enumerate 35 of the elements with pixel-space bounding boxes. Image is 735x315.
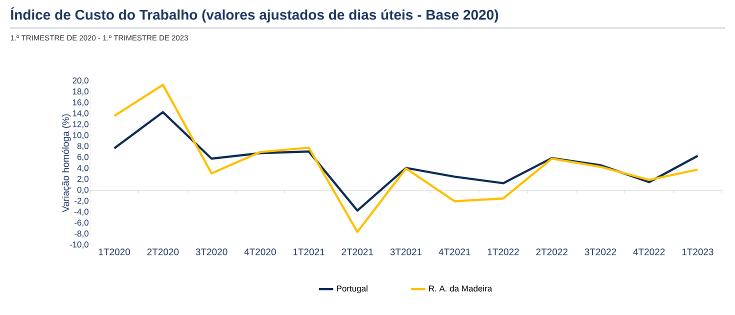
x-tick-label: 3T2021: [390, 248, 422, 256]
y-tick-label: -4,0: [74, 208, 88, 216]
x-tick-label: 3T2022: [584, 248, 616, 256]
x-tick-label: 1T2021: [293, 248, 324, 256]
x-tick-label: 1T2022: [488, 248, 519, 256]
x-tick-label: 2T2021: [342, 248, 374, 256]
y-axis-title: Variação homóloga (%): [62, 114, 71, 212]
line-series: [113, 84, 699, 233]
y-tick-label: 8,0: [77, 143, 88, 150]
y-tick-label: 20,0: [72, 77, 88, 84]
x-tick-label: 2T2020: [147, 248, 179, 256]
y-tick-label: -2,0: [74, 198, 88, 205]
y-tick-label: 14,0: [72, 110, 88, 118]
x-tick-label: 1T2020: [98, 248, 130, 256]
y-tick-label: -8,0: [74, 230, 88, 238]
x-tick-label: 4T2020: [244, 248, 276, 256]
y-tick-label: 18,0: [72, 88, 88, 96]
y-tick-label: 2,0: [77, 176, 88, 183]
x-tick-label: 4T2021: [438, 248, 470, 256]
legend-label: Portugal: [336, 285, 368, 294]
y-tick-label: 10,0: [72, 132, 88, 140]
x-tick-label: 2T2022: [536, 248, 568, 256]
y-tick-label: 12,0: [72, 121, 88, 128]
y-tick-label: 0,0: [77, 186, 88, 194]
y-tick-label: 4,0: [77, 164, 88, 172]
line-series: [113, 111, 699, 212]
y-tick-label: -6,0: [74, 220, 88, 227]
legend-label: R. A. da Madeira: [429, 285, 492, 292]
y-tick-label: -10,0: [70, 241, 88, 248]
y-tick-label: 16,0: [72, 99, 88, 106]
x-tick-label: 3T2020: [196, 248, 228, 256]
chart-title: Índice de Custo do Trabalho (valores ajustados de dias úteis - Base 2020): [10, 7, 498, 22]
x-tick-label: 4T2022: [633, 248, 665, 256]
x-tick-label: 1T2023: [682, 248, 714, 256]
y-tick-label: 6,0: [77, 154, 88, 162]
